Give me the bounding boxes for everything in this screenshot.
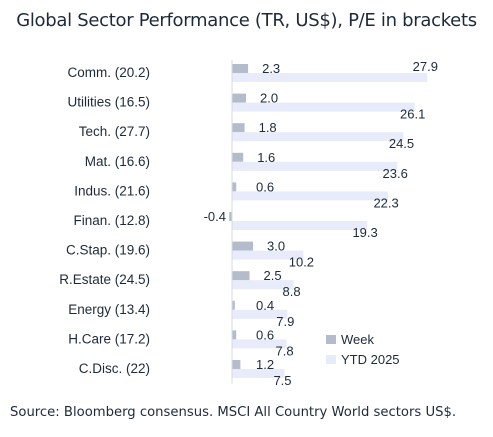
category-label: Comm. (20.2) bbox=[67, 65, 150, 80]
ytd-value-label: 24.5 bbox=[389, 136, 414, 151]
week-bar bbox=[232, 330, 237, 340]
week-bar bbox=[232, 271, 250, 281]
legend-swatch-ytd bbox=[326, 355, 336, 364]
week-value-label: 2.5 bbox=[264, 268, 282, 283]
ytd-bar bbox=[232, 161, 398, 171]
category-label: Tech. (27.7) bbox=[79, 124, 150, 139]
ytd-value-label: 8.8 bbox=[283, 284, 301, 299]
category-label: Utilities (16.5) bbox=[67, 95, 150, 110]
ytd-value-label: 7.8 bbox=[276, 343, 294, 358]
category-label: H.Care (17.2) bbox=[68, 331, 150, 346]
ytd-value-label: 10.2 bbox=[289, 255, 314, 270]
week-value-label: 2.0 bbox=[260, 91, 278, 106]
ytd-bar bbox=[232, 369, 285, 378]
category-label: Energy (13.4) bbox=[68, 302, 150, 317]
legend-label-week: Week bbox=[341, 332, 374, 347]
source-note: Source: Bloomberg consensus. MSCI All Co… bbox=[10, 405, 457, 420]
week-bar bbox=[232, 152, 244, 162]
week-value-label: 0.6 bbox=[256, 179, 274, 194]
ytd-bar bbox=[232, 309, 288, 319]
week-bar bbox=[229, 212, 232, 221]
category-label: C.Stap. (19.6) bbox=[66, 243, 150, 258]
week-bar bbox=[232, 123, 245, 133]
chart-title: Global Sector Performance (TR, US$), P/E… bbox=[16, 10, 477, 31]
ytd-bar bbox=[232, 250, 304, 260]
category-label: R.Estate (24.5) bbox=[59, 272, 150, 287]
week-value-label: 1.2 bbox=[256, 357, 274, 372]
category-label: Mat. (16.6) bbox=[85, 154, 150, 169]
week-bar bbox=[232, 360, 241, 369]
week-value-label: 0.4 bbox=[256, 298, 274, 313]
ytd-bar bbox=[232, 132, 404, 142]
week-value-label: 3.0 bbox=[267, 239, 285, 254]
week-value-label: 2.3 bbox=[262, 61, 280, 76]
week-bar bbox=[232, 64, 249, 73]
week-bar bbox=[232, 300, 235, 310]
ytd-value-label: 26.1 bbox=[400, 107, 425, 122]
ytd-bar bbox=[232, 191, 389, 201]
week-bar bbox=[232, 93, 246, 103]
legend-label-ytd: YTD 2025 bbox=[341, 352, 400, 367]
week-value-label: 1.6 bbox=[257, 150, 275, 165]
week-value-label: 1.8 bbox=[259, 120, 277, 135]
ytd-value-label: 22.3 bbox=[373, 195, 398, 210]
week-value-label: 0.6 bbox=[256, 327, 274, 342]
ytd-bar bbox=[232, 73, 428, 82]
ytd-bar bbox=[232, 102, 415, 112]
legend-swatch-week bbox=[326, 335, 336, 344]
ytd-value-label: 7.9 bbox=[276, 314, 294, 329]
ytd-bar bbox=[232, 339, 287, 349]
category-label: Indus. (21.6) bbox=[74, 183, 150, 198]
week-bar bbox=[232, 241, 253, 251]
ytd-value-label: 23.6 bbox=[383, 166, 408, 181]
ytd-bar bbox=[232, 280, 294, 290]
ytd-bar bbox=[232, 221, 368, 230]
week-value-label: -0.4 bbox=[204, 209, 226, 224]
ytd-value-label: 7.5 bbox=[273, 373, 291, 388]
ytd-value-label: 19.3 bbox=[352, 225, 377, 240]
category-label: C.Disc. (22) bbox=[79, 361, 150, 376]
category-label: Finan. (12.8) bbox=[73, 213, 150, 228]
ytd-value-label: 27.9 bbox=[413, 59, 438, 74]
week-bar bbox=[232, 182, 237, 192]
